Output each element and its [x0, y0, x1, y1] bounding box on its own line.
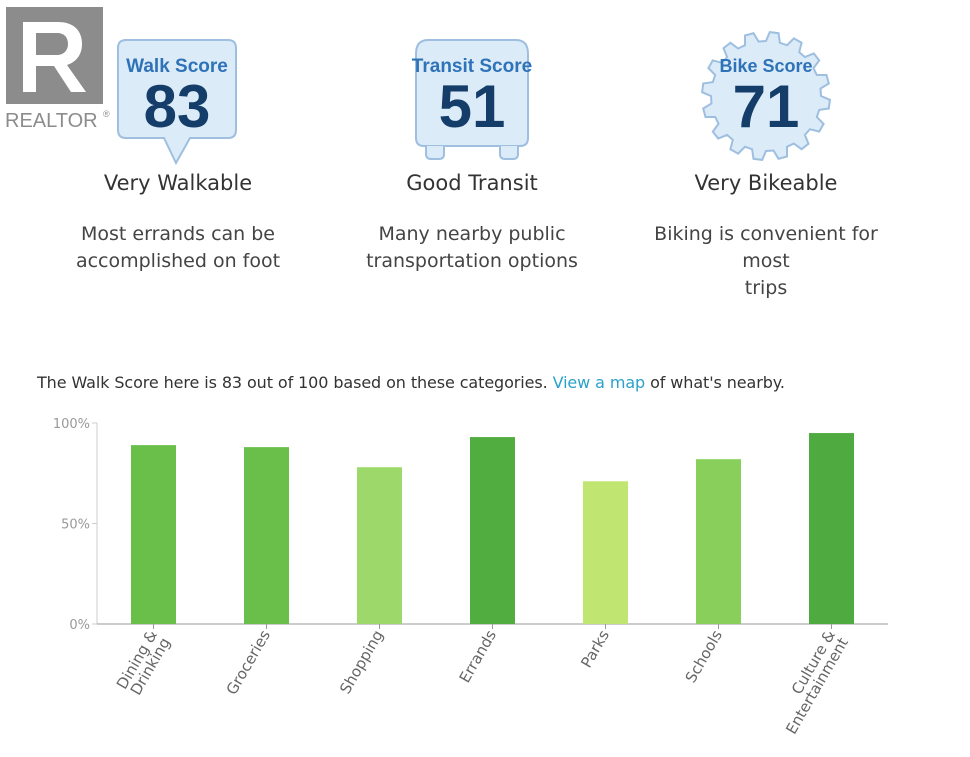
bar: [131, 445, 176, 624]
bike-score-description-line: Biking is convenient for most: [654, 223, 878, 272]
x-tick-label: Parks: [577, 627, 613, 671]
bike-score-rating: Very Bikeable: [694, 171, 838, 195]
transit-score-value: 51: [439, 73, 506, 140]
y-tick-label: 50%: [61, 518, 90, 533]
walk-score-summary: The Walk Score here is 83 out of 100 bas…: [37, 373, 785, 392]
summary-text-end: of what's nearby.: [650, 373, 785, 392]
walk-score-label: Walk Score: [126, 56, 228, 77]
bike-score-section: Bike Score 71 Very Bikeable Biking is co…: [646, 0, 886, 299]
bar: [357, 467, 402, 624]
x-tick-label: Schools: [682, 627, 726, 686]
walk-score-value: 83: [144, 73, 211, 140]
bar: [583, 481, 628, 624]
walk-score-section: Walk Score 83 Very Walkable Most errands…: [58, 0, 298, 290]
bike-score-description: Biking is convenient for most trips: [646, 221, 886, 302]
view-map-link[interactable]: View a map: [552, 373, 646, 392]
bike-score-value: 71: [733, 73, 800, 140]
transit-score-rating: Good Transit: [406, 171, 538, 195]
x-tick-label: Errands: [456, 627, 500, 686]
transit-score-section: Transit Score 51 Good Transit Many nearb…: [352, 0, 592, 290]
summary-text: The Walk Score here is 83 out of 100 bas…: [37, 373, 548, 392]
speech-bubble-icon: Walk Score 83: [117, 39, 237, 166]
x-tick-label: Culture &Entertainment: [769, 627, 852, 738]
category-bar-chart: 0% 50% 100% Dining &Drinking Groceries Shopp…: [53, 417, 888, 738]
bar: [244, 447, 289, 624]
x-tick-label: Shopping: [336, 627, 387, 697]
registered-mark: ®: [103, 109, 110, 119]
x-tick-label: Groceries: [223, 627, 274, 698]
bike-score-label: Bike Score: [719, 56, 812, 76]
transit-score-description-line: transportation options: [366, 250, 578, 272]
bar: [809, 433, 854, 624]
bus-icon: Transit Score 51: [412, 39, 532, 160]
bar: [696, 459, 741, 624]
x-tick-label: Dining &Drinking: [113, 627, 174, 700]
walk-score-description-line: Most errands can be: [81, 223, 275, 245]
realtor-logo: REALTOR ®: [0, 0, 116, 132]
transit-score-description: Many nearby public transportation option…: [352, 221, 592, 275]
bike-score-description-line: trips: [744, 277, 788, 299]
walk-score-description: Most errands can be accomplished on foot: [58, 221, 298, 275]
walk-score-description-line: accomplished on foot: [75, 250, 281, 272]
walk-score-rating: Very Walkable: [103, 171, 253, 195]
transit-score-description-line: Many nearby public: [378, 223, 566, 245]
realtor-wordmark: REALTOR: [5, 110, 98, 132]
y-tick-label: 0%: [69, 618, 90, 633]
gear-icon: Bike Score 71: [701, 31, 831, 161]
transit-score-label: Transit Score: [412, 56, 532, 77]
y-tick-label: 100%: [53, 417, 90, 432]
bar: [470, 437, 515, 624]
